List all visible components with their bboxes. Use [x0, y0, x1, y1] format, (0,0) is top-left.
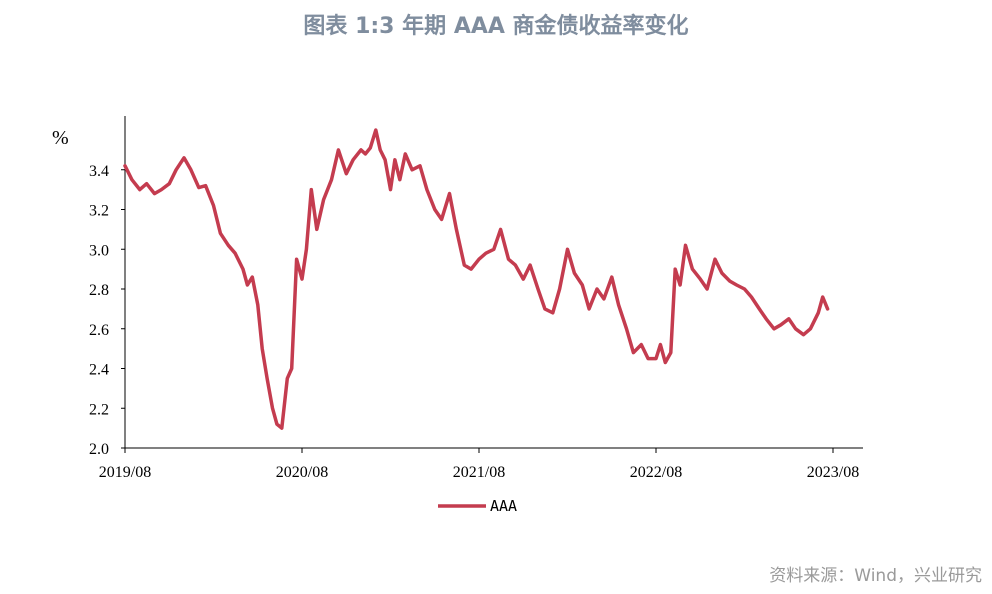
y-tick-label: 2.4 — [89, 362, 109, 379]
x-tick-label: 2022/08 — [630, 464, 682, 481]
series-line-aaa — [123, 128, 830, 430]
y-tick-label: 2.8 — [89, 282, 109, 299]
x-tick-label: 2021/08 — [453, 464, 505, 481]
y-tick-label: 2.6 — [89, 322, 109, 339]
y-tick-label: 3.4 — [89, 163, 109, 180]
axes — [121, 116, 863, 453]
tick-labels: 2.0 2.2 2.4 2.6 2.8 3.0 3.2 3.4 2019/08 2020/08 20… — [89, 163, 859, 481]
source-note: 资料来源：Wind，兴业研究 — [769, 566, 982, 586]
x-tick-label: 2020/08 — [276, 464, 328, 481]
x-tick-label: 2023/08 — [807, 464, 859, 481]
x-tick-label: 2019/08 — [99, 464, 151, 481]
legend: AAA — [438, 497, 517, 515]
y-tick-label: 2.0 — [89, 441, 109, 458]
y-tick-label: 3.0 — [89, 242, 109, 259]
y-tick-label: 3.2 — [89, 203, 109, 220]
chart-title: 图表 1:3 年期 AAA 商金债收益率变化 — [303, 14, 689, 39]
y-unit-label: % — [52, 127, 69, 149]
y-tick-label: 2.2 — [89, 401, 109, 418]
legend-label-aaa: AAA — [490, 497, 517, 515]
